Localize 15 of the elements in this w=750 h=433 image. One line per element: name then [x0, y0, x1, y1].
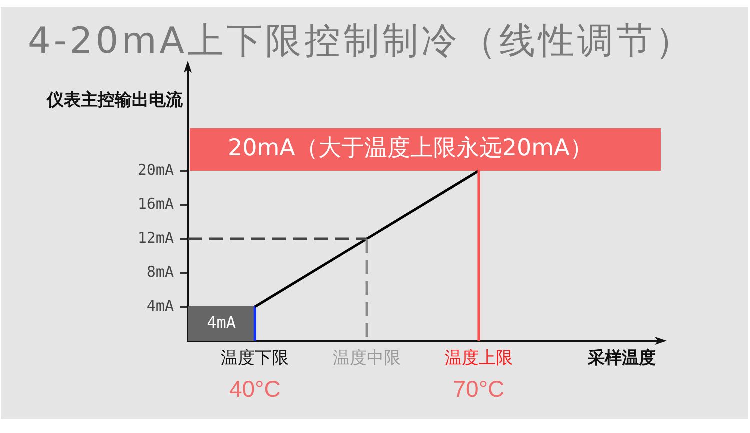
annotation: 温度下限 [221, 348, 290, 368]
x-axis-title: 采样温度 [587, 348, 656, 368]
y-tick-label: 4mA [146, 296, 174, 315]
y-tick-label: 20mA [138, 160, 174, 179]
annotation: 温度中限 [333, 348, 402, 368]
x-tick-label: 70°C [453, 376, 505, 402]
y-axis-title: 仪表主控输出电流 [46, 90, 184, 110]
y-tick-label: 8mA [146, 262, 174, 281]
x-tick-label: 40°C [229, 376, 281, 402]
data-label: 4mA [207, 313, 236, 332]
band-label: 20mA（大于温度上限永远20mA） [228, 136, 593, 162]
annotation: 温度上限 [444, 348, 513, 368]
chart-title: 4-20mA上下限控制制冷（线性调节） [28, 20, 694, 64]
y-tick-label: 16mA [138, 194, 174, 213]
y-tick-label: 12mA [138, 228, 174, 247]
